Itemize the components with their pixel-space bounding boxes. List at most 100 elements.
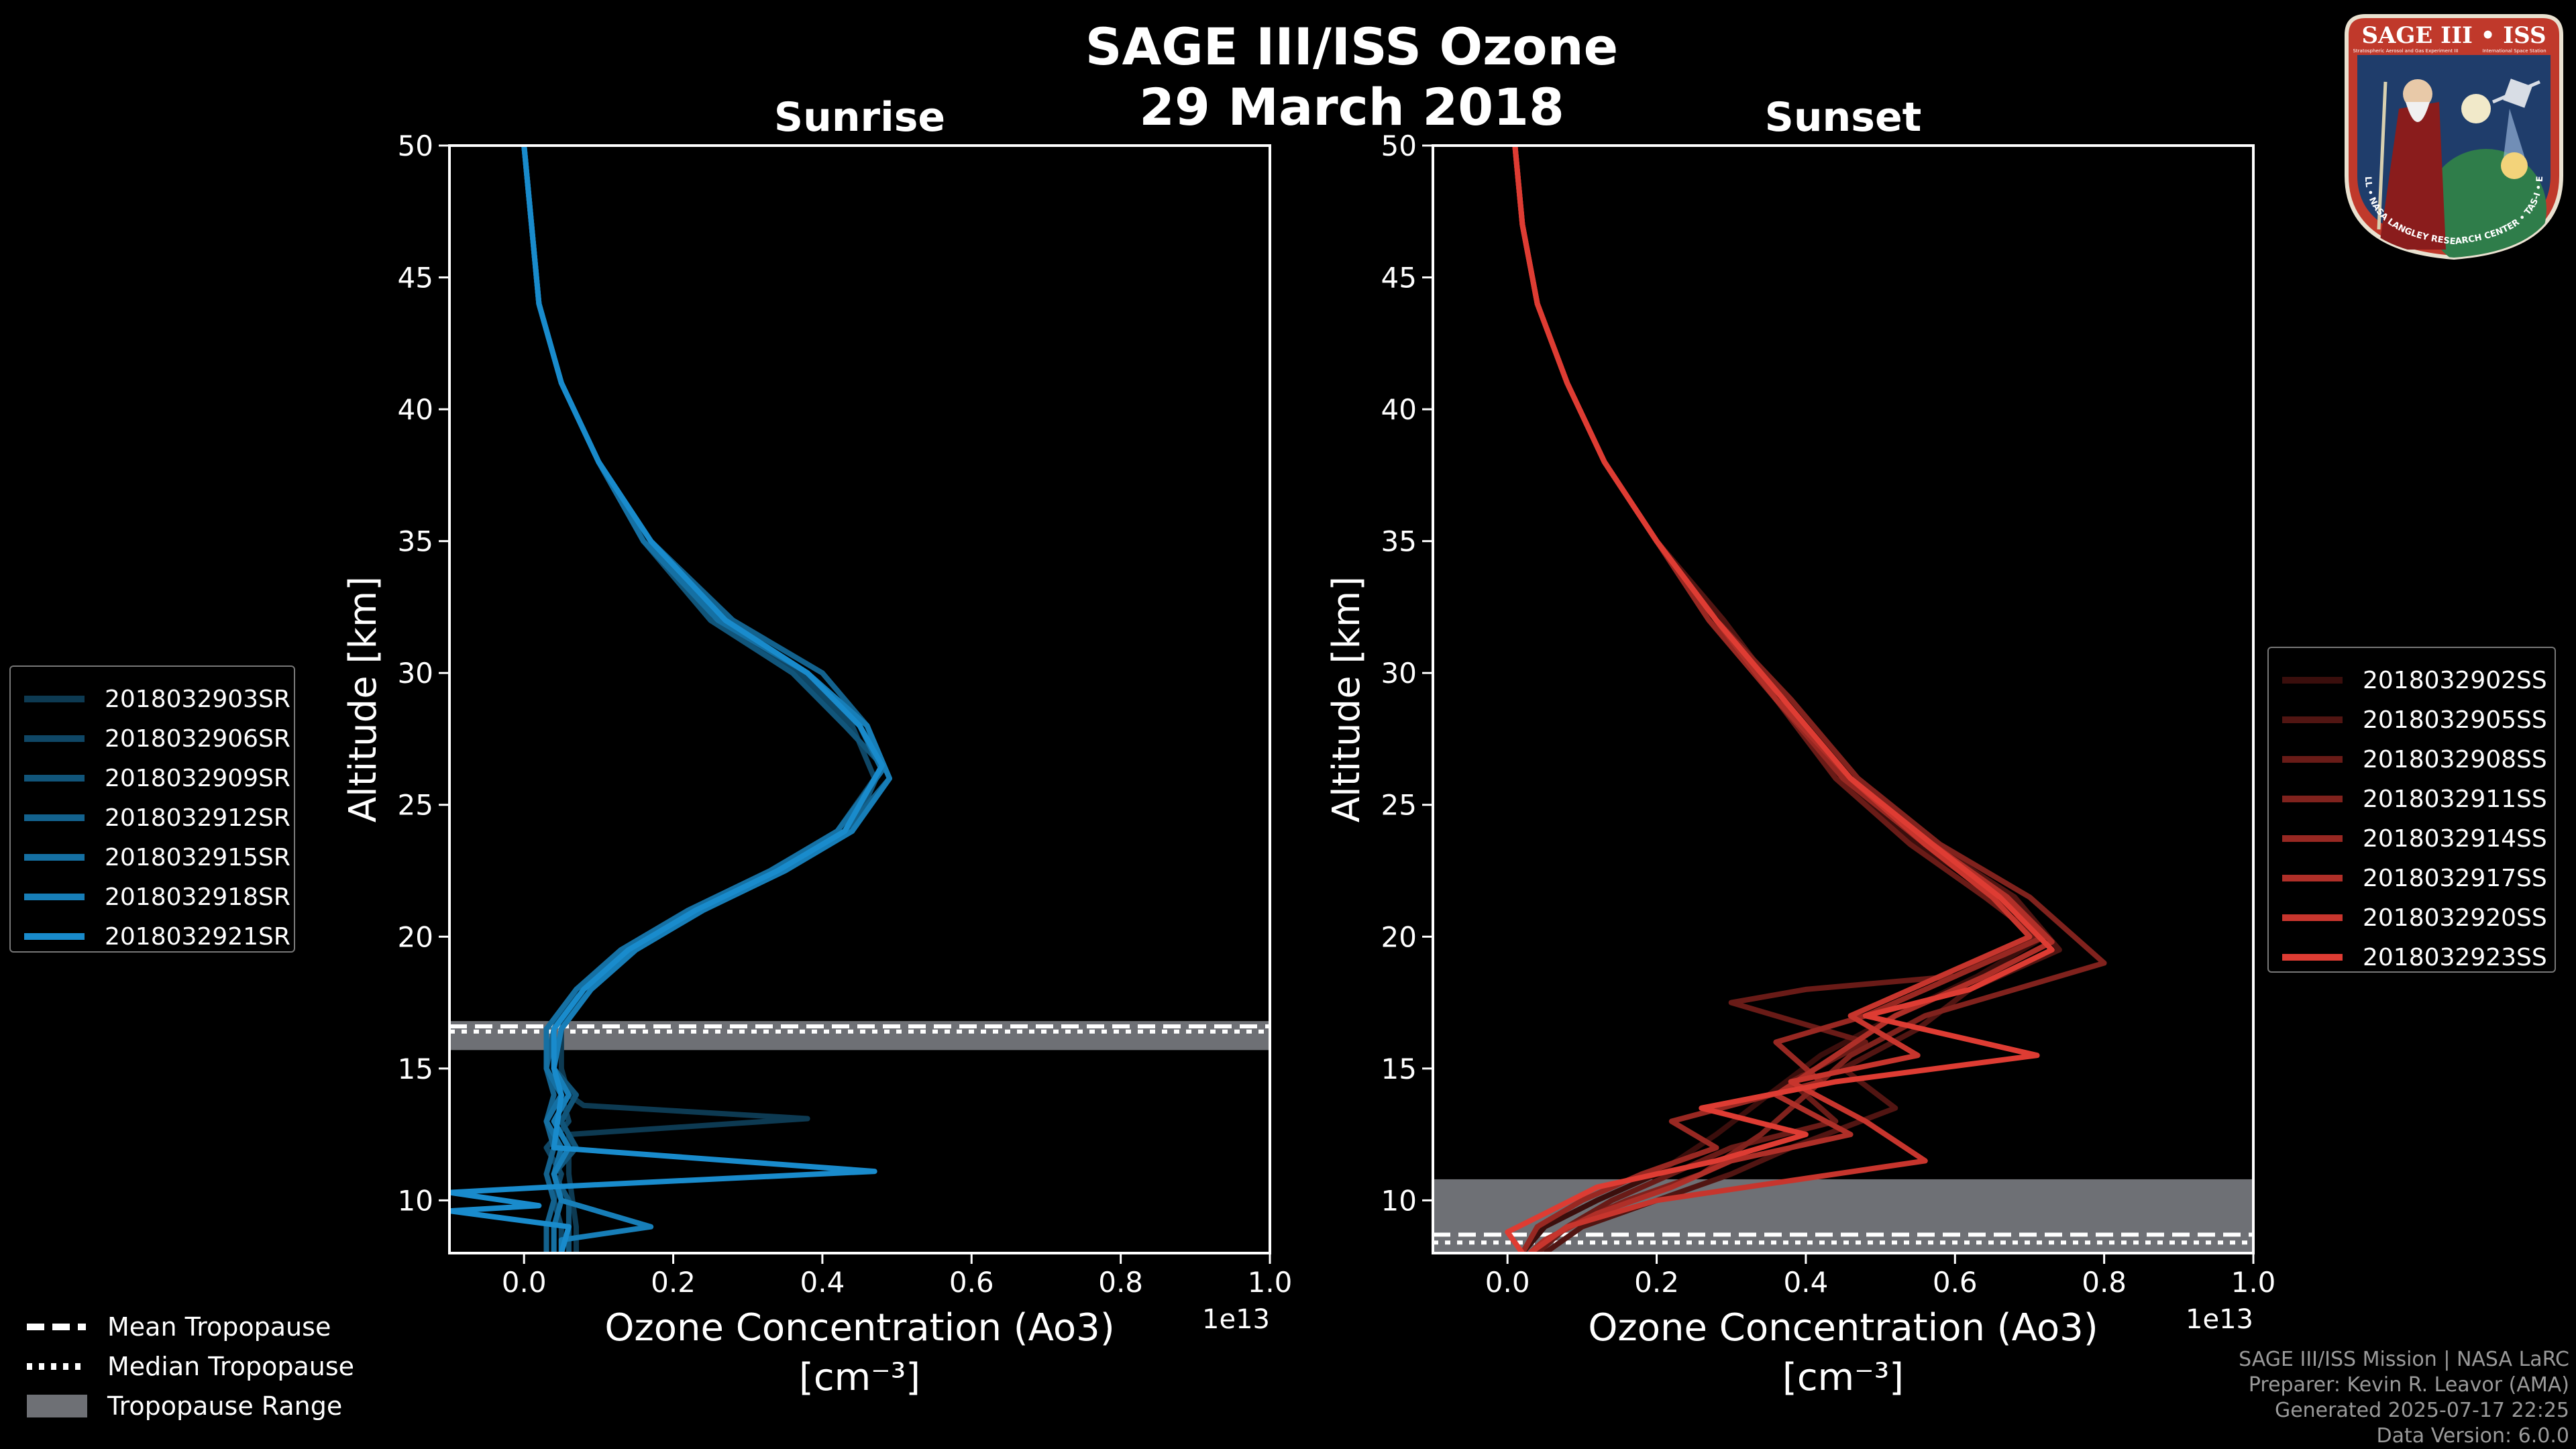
earth-shape <box>2426 149 2546 258</box>
y-tick-label: 35 <box>1381 525 1417 558</box>
y-tick-label: 10 <box>1381 1184 1417 1217</box>
tropopause-range-swatch <box>27 1395 87 1417</box>
legend-item-2018032914SS: 2018032914SS <box>2269 820 2547 857</box>
series-line-2018032902SS <box>1512 146 2047 1253</box>
footer-line-version: Data Version: 6.0.0 <box>2376 1424 2569 1448</box>
legend-item-2018032923SS: 2018032923SS <box>2269 938 2547 976</box>
mean-tropopause-swatch <box>27 1324 86 1330</box>
logo-subtitle-left: Stratospheric Aerosol and Gas Experiment… <box>2353 48 2458 54</box>
legend-item-2018032905SS: 2018032905SS <box>2269 701 2547 739</box>
legend-item-2018032918SR: 2018032918SR <box>11 878 290 916</box>
legend-label-mean-tropopause: Mean Tropopause <box>107 1312 331 1342</box>
tropopause-legend: Mean Tropopause Median Tropopause Tropop… <box>25 1307 401 1428</box>
x-tick-label: 0.2 <box>651 1266 696 1299</box>
footer-line-preparer: Preparer: Kevin R. Leavor (AMA) <box>2248 1373 2569 1397</box>
y-tick-label: 10 <box>398 1184 433 1217</box>
sunrise-chart: 0.0 0.2 0.4 0.6 0.8 1.0 10 15 20 25 30 35 40 45 50 1e13… <box>341 94 1292 1399</box>
y-tick-label: 50 <box>398 129 433 162</box>
series-line-2018032923SS <box>1505 146 2055 1253</box>
axes-frame <box>448 144 1271 1254</box>
legend-item-2018032906SR: 2018032906SR <box>11 720 290 757</box>
legend-swatch <box>24 735 85 742</box>
sunrise-legend: 2018032903SR 2018032906SR 2018032909SR 2018… <box>9 665 295 953</box>
sage-mission-logo: SAGE III • ISS Stratospheric Aerosol and… <box>2335 1 2569 263</box>
x-tick-label: 0.4 <box>800 1266 845 1299</box>
series-line-2018032921SR <box>449 146 885 1253</box>
sage-figure-robe <box>2379 102 2446 250</box>
x-axis-units: [cm⁻³] <box>799 1356 920 1399</box>
legend-label: 2018032909SR <box>105 764 290 792</box>
y-tick-label: 45 <box>1381 262 1417 294</box>
legend-label: 2018032920SS <box>2363 904 2547 932</box>
plot-area <box>449 146 1270 1253</box>
legend-item-2018032921SR: 2018032921SR <box>11 918 290 955</box>
y-tick-label: 20 <box>398 920 433 953</box>
y-axis-label: Altitude [km] <box>341 576 385 822</box>
legend-label: 2018032911SS <box>2363 785 2547 813</box>
legend-label: 2018032915SR <box>105 843 290 871</box>
chart-title-line2: 29 March 2018 <box>1139 77 1564 137</box>
x-offset-label: 1e13 <box>1202 1304 1270 1335</box>
legend-item-2018032909SR: 2018032909SR <box>11 759 290 797</box>
y-tick-label: 20 <box>1381 920 1417 953</box>
y-tick-label: 25 <box>1381 789 1417 822</box>
sage-figure-head <box>2403 79 2432 109</box>
sunset-chart: 0.0 0.2 0.4 0.6 0.8 1.0 10 15 20 25 30 35 40 45 50 1e13… <box>1325 94 2276 1399</box>
legend-item-tropopause-range: Tropopause Range <box>25 1386 342 1426</box>
legend-label: 2018032912SR <box>105 804 290 832</box>
legend-swatch <box>2282 796 2343 802</box>
x-tick-label: 0.8 <box>1098 1266 1143 1299</box>
legend-item-mean-tropopause: Mean Tropopause <box>25 1307 331 1347</box>
legend-label: 2018032902SS <box>2363 666 2547 694</box>
x-tick-label: 0.0 <box>1485 1266 1530 1299</box>
legend-swatch <box>2282 677 2343 684</box>
legend-label: 2018032903SR <box>105 685 290 713</box>
panel-title: Sunrise <box>774 94 945 141</box>
legend-label: 2018032905SS <box>2363 706 2547 734</box>
y-tick-label: 40 <box>1381 393 1417 426</box>
legend-swatch <box>24 933 85 940</box>
footer-line-generated: Generated 2025-07-17 22:25 <box>2274 1399 2569 1422</box>
x-tick-label: 1.0 <box>2231 1266 2276 1299</box>
legend-label: 2018032923SS <box>2363 943 2547 971</box>
footer-line-mission: SAGE III/ISS Mission | NASA LaRC <box>2239 1348 2569 1371</box>
y-tick-label: 50 <box>1381 129 1417 162</box>
y-axis-label: Altitude [km] <box>1325 576 1368 822</box>
y-tick-label: 30 <box>398 657 433 690</box>
sunset-legend: 2018032902SS 2018032905SS 2018032908SS 2018… <box>2267 647 2556 973</box>
legend-swatch <box>24 814 85 821</box>
y-tick-label: 15 <box>1381 1053 1417 1085</box>
legend-label: 2018032918SR <box>105 883 290 911</box>
legend-item-2018032902SS: 2018032902SS <box>2269 661 2547 699</box>
x-tick-label: 0.6 <box>949 1266 994 1299</box>
y-tick-label: 30 <box>1381 657 1417 690</box>
legend-swatch <box>24 854 85 861</box>
legend-swatch <box>2282 835 2343 842</box>
x-tick-label: 0.6 <box>1933 1266 1978 1299</box>
legend-label: 2018032917SS <box>2363 864 2547 892</box>
legend-label-median-tropopause: Median Tropopause <box>107 1352 354 1381</box>
footer-credits: SAGE III/ISS Mission | NASA LaRC Prepare… <box>2239 1347 2569 1449</box>
legend-item-2018032908SS: 2018032908SS <box>2269 741 2547 778</box>
legend-swatch <box>2282 756 2343 763</box>
legend-label: 2018032906SR <box>105 724 290 753</box>
legend-swatch <box>24 775 85 782</box>
x-axis-units: [cm⁻³] <box>1782 1356 1904 1399</box>
plot-area <box>1433 146 2253 1253</box>
x-tick-label: 0.0 <box>502 1266 547 1299</box>
x-offset-label: 1e13 <box>2186 1304 2253 1335</box>
y-tick-label: 45 <box>398 262 433 294</box>
x-tick-label: 0.4 <box>1784 1266 1829 1299</box>
y-tick-label: 25 <box>398 789 433 822</box>
legend-label-tropopause-range: Tropopause Range <box>107 1391 343 1421</box>
y-tick-label: 35 <box>398 525 433 558</box>
legend-swatch <box>24 894 85 900</box>
x-axis-label: Ozone Concentration (Ao3) <box>604 1306 1114 1350</box>
legend-item-2018032920SS: 2018032920SS <box>2269 899 2547 936</box>
legend-item-2018032917SS: 2018032917SS <box>2269 859 2547 897</box>
legend-label: 2018032921SR <box>105 922 290 951</box>
series-line-2018032920SS <box>1512 146 2033 1253</box>
legend-swatch <box>24 696 85 702</box>
legend-label: 2018032914SS <box>2363 824 2547 853</box>
legend-item-median-tropopause: Median Tropopause <box>25 1346 354 1387</box>
